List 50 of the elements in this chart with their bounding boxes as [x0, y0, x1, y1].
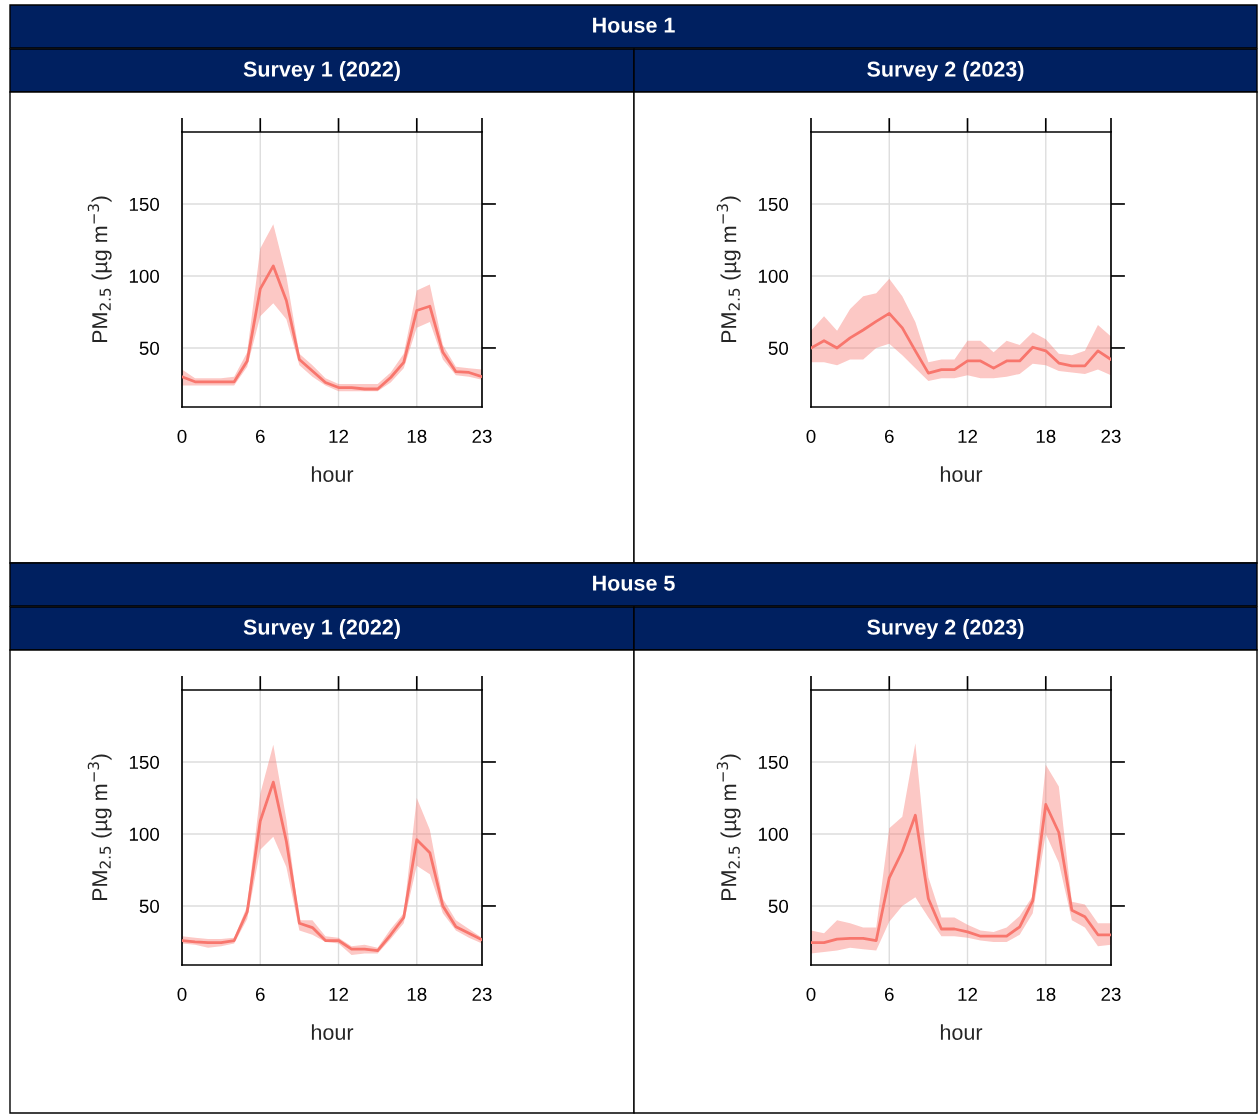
y-tick-label: 50: [139, 899, 160, 913]
x-tick-label: 0: [177, 987, 187, 1001]
x-tick-label: 6: [256, 987, 265, 1001]
y-axis-title: PM$_{2.5}$ (µg m$^{−3}$): [716, 754, 741, 901]
chart-title: Survey 2 (2023): [867, 60, 1024, 82]
x-tick-label: 23: [472, 429, 492, 443]
chart-title: Survey 1 (2022): [243, 60, 400, 82]
x-tick-label: 0: [806, 429, 816, 443]
x-tick-label: 12: [958, 987, 978, 1001]
line-series: [811, 803, 1111, 945]
x-axis-title: hour: [940, 466, 983, 482]
y-axis-title: PM$_{2.5}$ (µg m$^{−3}$): [716, 196, 741, 343]
x-tick-label: 6: [885, 987, 894, 1001]
x-tick-label: 18: [1036, 987, 1056, 1001]
y-tick-label: 100: [758, 827, 789, 841]
chart-title: Survey 1 (2022): [243, 618, 400, 640]
y-tick-label: 150: [129, 755, 160, 769]
y-axis-title: PM$_{2.5}$ (µg m$^{−3}$): [87, 196, 112, 343]
x-tick-label: 23: [1101, 429, 1121, 443]
y-axis-title: PM$_{2.5}$ (µg m$^{−3}$): [87, 754, 112, 901]
x-axis-title: hour: [311, 466, 354, 482]
text: House 1: [593, 17, 675, 33]
y-tick-label: 150: [129, 197, 160, 211]
y-tick-label: 100: [758, 269, 789, 283]
y-tick-label: 50: [768, 899, 789, 913]
x-tick-label: 18: [407, 429, 427, 443]
x-tick-label: 6: [256, 429, 265, 443]
y-tick-label: 100: [129, 827, 160, 841]
y-tick-label: 150: [758, 755, 789, 769]
x-tick-label: 0: [177, 429, 187, 443]
x-tick-label: 23: [472, 987, 492, 1001]
y-tick-label: 100: [129, 269, 160, 283]
y-tick-label: 50: [768, 341, 789, 355]
y-tick-label: 150: [758, 197, 789, 211]
y-tick-label: 50: [139, 341, 160, 355]
x-tick-label: 12: [329, 987, 349, 1001]
x-axis-title: hour: [940, 1024, 983, 1040]
line-series: [182, 780, 482, 952]
line-series: [811, 312, 1111, 375]
x-tick-label: 6: [885, 429, 894, 443]
x-tick-label: 12: [958, 429, 978, 443]
line-series: [182, 264, 482, 391]
x-tick-label: 18: [407, 987, 427, 1001]
text: House 5: [593, 575, 675, 591]
x-tick-label: 23: [1101, 987, 1121, 1001]
x-tick-label: 12: [329, 429, 349, 443]
x-axis-title: hour: [311, 1024, 354, 1040]
x-tick-label: 18: [1036, 429, 1056, 443]
x-tick-label: 0: [806, 987, 816, 1001]
chart-title: Survey 2 (2023): [867, 618, 1024, 640]
